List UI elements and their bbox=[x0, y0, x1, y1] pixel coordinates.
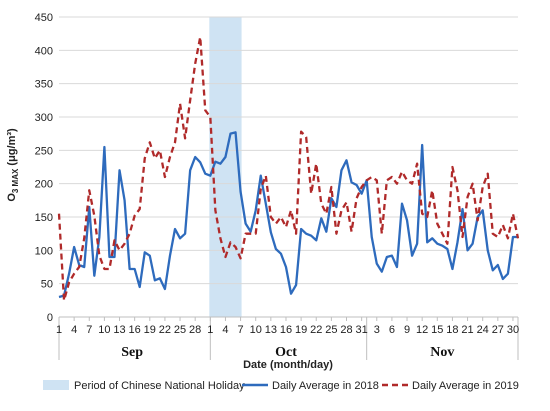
x-tick-label: 22 bbox=[310, 324, 322, 336]
legend-2018-label: Daily Average in 2018 bbox=[272, 380, 379, 392]
x-tick-label: 30 bbox=[507, 324, 519, 336]
x-tick-label: 22 bbox=[159, 324, 171, 336]
x-tick-label: 25 bbox=[174, 324, 186, 336]
legend-2019-label: Daily Average in 2019 bbox=[412, 380, 519, 392]
x-tick-label: 19 bbox=[144, 324, 156, 336]
gridlines bbox=[59, 16, 518, 318]
y-axis-title-unit: (μg/m³) bbox=[6, 128, 18, 169]
y-tick-label: 100 bbox=[35, 245, 53, 257]
x-tick-label: 4 bbox=[222, 324, 228, 336]
month-label: Sep bbox=[121, 345, 143, 360]
x-tick-label: 9 bbox=[404, 324, 410, 336]
x-tick-label: 13 bbox=[265, 324, 277, 336]
x-tick-label: 21 bbox=[461, 324, 473, 336]
x-tick-label: 3 bbox=[374, 324, 380, 336]
series-2019-line bbox=[57, 35, 520, 302]
x-tick-label: 24 bbox=[477, 324, 489, 336]
y-tick-label: 150 bbox=[35, 212, 53, 224]
legend-holiday-swatch bbox=[43, 380, 69, 390]
x-tick-label: 1 bbox=[207, 324, 213, 336]
month-label: Oct bbox=[275, 345, 297, 360]
holiday-band-layer bbox=[209, 17, 242, 317]
y-tick-label: 350 bbox=[35, 79, 53, 91]
x-tick-label: 10 bbox=[98, 324, 110, 336]
series-lines bbox=[57, 35, 520, 302]
x-tick-label: 12 bbox=[416, 324, 428, 336]
x-tick-label: 27 bbox=[492, 324, 504, 336]
holiday-band bbox=[209, 17, 242, 317]
x-tick-label: 13 bbox=[113, 324, 125, 336]
y-tick-label: 450 bbox=[35, 12, 53, 24]
x-tick-label: 28 bbox=[340, 324, 352, 336]
series-2018-line bbox=[58, 131, 518, 299]
x-tick-label: 18 bbox=[446, 324, 458, 336]
x-tick-label: 7 bbox=[238, 324, 244, 336]
x-tick-label: 6 bbox=[389, 324, 395, 336]
x-tick-label: 10 bbox=[250, 324, 262, 336]
x-tick-label: 19 bbox=[295, 324, 307, 336]
x-tick-label: 16 bbox=[129, 324, 141, 336]
x-tick-label: 7 bbox=[86, 324, 92, 336]
y-tick-label: 200 bbox=[35, 179, 53, 191]
y-tick-label: 50 bbox=[41, 279, 53, 291]
axes bbox=[58, 316, 519, 360]
month-label: Nov bbox=[430, 345, 454, 360]
y-axis-title-main: O bbox=[6, 193, 18, 202]
legend-holiday-label: Period of Chinese National Holiday bbox=[74, 380, 245, 392]
x-tick-label: 16 bbox=[280, 324, 292, 336]
y-tick-label: 400 bbox=[35, 45, 53, 57]
x-tick-label: 25 bbox=[325, 324, 337, 336]
y-tick-label: 250 bbox=[35, 145, 53, 157]
y-tick-label: 300 bbox=[35, 112, 53, 124]
x-tick-label: 1 bbox=[56, 324, 62, 336]
legend: Period of Chinese National Holiday Daily… bbox=[43, 380, 519, 392]
x-tick-label: 28 bbox=[189, 324, 201, 336]
y-axis-title-subscript: 3 MAX bbox=[11, 168, 20, 193]
x-tick-label: 4 bbox=[71, 324, 77, 336]
y-axis-title: O3 MAX (μg/m³) bbox=[6, 128, 20, 202]
x-tick-label: 15 bbox=[431, 324, 443, 336]
x-tick-label: 31 bbox=[356, 324, 368, 336]
y-tick-label: 0 bbox=[47, 312, 53, 324]
x-axis-title: Date (month/day) bbox=[243, 359, 333, 371]
